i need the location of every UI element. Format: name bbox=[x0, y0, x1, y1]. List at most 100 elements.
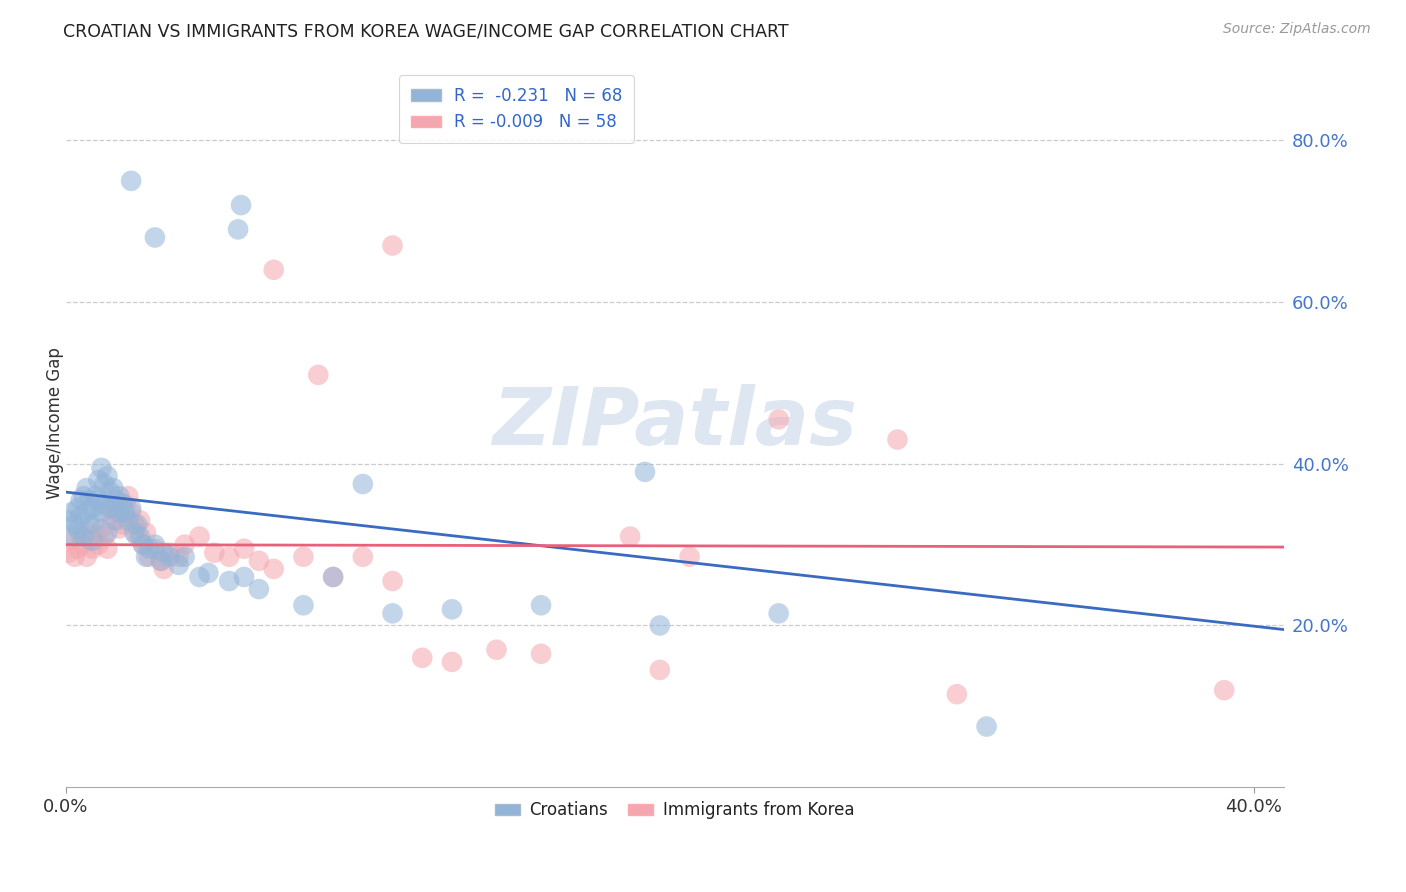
Point bbox=[292, 599, 315, 613]
Point bbox=[96, 469, 118, 483]
Point bbox=[98, 501, 121, 516]
Point bbox=[768, 607, 790, 621]
Point bbox=[247, 582, 270, 596]
Point bbox=[132, 538, 155, 552]
Point bbox=[381, 574, 404, 588]
Point bbox=[648, 618, 671, 632]
Point bbox=[69, 530, 91, 544]
Point bbox=[90, 505, 112, 519]
Point bbox=[72, 538, 94, 552]
Point bbox=[678, 549, 700, 564]
Point bbox=[173, 549, 195, 564]
Point bbox=[98, 485, 121, 500]
Point bbox=[127, 517, 149, 532]
Point bbox=[79, 533, 101, 548]
Point bbox=[98, 501, 121, 516]
Point bbox=[72, 489, 94, 503]
Point bbox=[63, 530, 86, 544]
Point bbox=[440, 602, 463, 616]
Point bbox=[634, 465, 657, 479]
Point bbox=[117, 513, 139, 527]
Point bbox=[381, 238, 404, 252]
Point bbox=[72, 530, 94, 544]
Point bbox=[381, 607, 404, 621]
Point bbox=[233, 541, 256, 556]
Point bbox=[411, 650, 433, 665]
Point bbox=[946, 687, 969, 701]
Point bbox=[886, 433, 908, 447]
Point bbox=[188, 570, 211, 584]
Point bbox=[111, 517, 134, 532]
Point bbox=[111, 497, 134, 511]
Point bbox=[120, 505, 142, 519]
Point bbox=[105, 505, 128, 519]
Point bbox=[66, 541, 89, 556]
Point bbox=[87, 538, 110, 552]
Point bbox=[135, 549, 157, 564]
Y-axis label: Wage/Income Gap: Wage/Income Gap bbox=[46, 348, 63, 500]
Point bbox=[82, 541, 104, 556]
Text: Source: ZipAtlas.com: Source: ZipAtlas.com bbox=[1223, 22, 1371, 37]
Point bbox=[167, 558, 190, 572]
Point bbox=[247, 554, 270, 568]
Point bbox=[120, 501, 142, 516]
Point bbox=[322, 570, 344, 584]
Point bbox=[149, 554, 172, 568]
Point bbox=[138, 549, 160, 564]
Point bbox=[153, 546, 176, 560]
Point bbox=[122, 517, 145, 532]
Point bbox=[117, 489, 139, 503]
Point bbox=[105, 493, 128, 508]
Point bbox=[352, 549, 374, 564]
Point bbox=[307, 368, 329, 382]
Point bbox=[159, 549, 181, 564]
Point bbox=[105, 513, 128, 527]
Point bbox=[173, 538, 195, 552]
Point bbox=[263, 562, 285, 576]
Point bbox=[132, 538, 155, 552]
Point bbox=[93, 530, 115, 544]
Legend: Croatians, Immigrants from Korea: Croatians, Immigrants from Korea bbox=[488, 795, 862, 826]
Point bbox=[135, 525, 157, 540]
Point bbox=[129, 530, 152, 544]
Point bbox=[114, 497, 136, 511]
Point bbox=[114, 505, 136, 519]
Point bbox=[218, 549, 240, 564]
Point bbox=[292, 549, 315, 564]
Point bbox=[188, 530, 211, 544]
Point bbox=[103, 513, 125, 527]
Point bbox=[82, 533, 104, 548]
Point bbox=[108, 505, 131, 519]
Point bbox=[129, 513, 152, 527]
Point bbox=[138, 541, 160, 556]
Point bbox=[159, 546, 181, 560]
Point bbox=[79, 517, 101, 532]
Point bbox=[218, 574, 240, 588]
Point bbox=[153, 562, 176, 576]
Point bbox=[66, 521, 89, 535]
Point bbox=[90, 521, 112, 535]
Point bbox=[84, 489, 107, 503]
Point bbox=[66, 501, 89, 516]
Point bbox=[108, 489, 131, 503]
Point bbox=[76, 481, 98, 495]
Point bbox=[976, 720, 998, 734]
Point bbox=[76, 549, 98, 564]
Point bbox=[1213, 683, 1236, 698]
Point bbox=[263, 262, 285, 277]
Point bbox=[233, 570, 256, 584]
Point bbox=[79, 493, 101, 508]
Point bbox=[167, 549, 190, 564]
Point bbox=[58, 546, 80, 560]
Point bbox=[87, 493, 110, 508]
Point bbox=[648, 663, 671, 677]
Point bbox=[90, 460, 112, 475]
Point bbox=[120, 174, 142, 188]
Point bbox=[143, 541, 166, 556]
Point bbox=[76, 525, 98, 540]
Point bbox=[530, 647, 553, 661]
Point bbox=[60, 533, 83, 548]
Point bbox=[143, 230, 166, 244]
Point bbox=[84, 530, 107, 544]
Text: CROATIAN VS IMMIGRANTS FROM KOREA WAGE/INCOME GAP CORRELATION CHART: CROATIAN VS IMMIGRANTS FROM KOREA WAGE/I… bbox=[63, 22, 789, 40]
